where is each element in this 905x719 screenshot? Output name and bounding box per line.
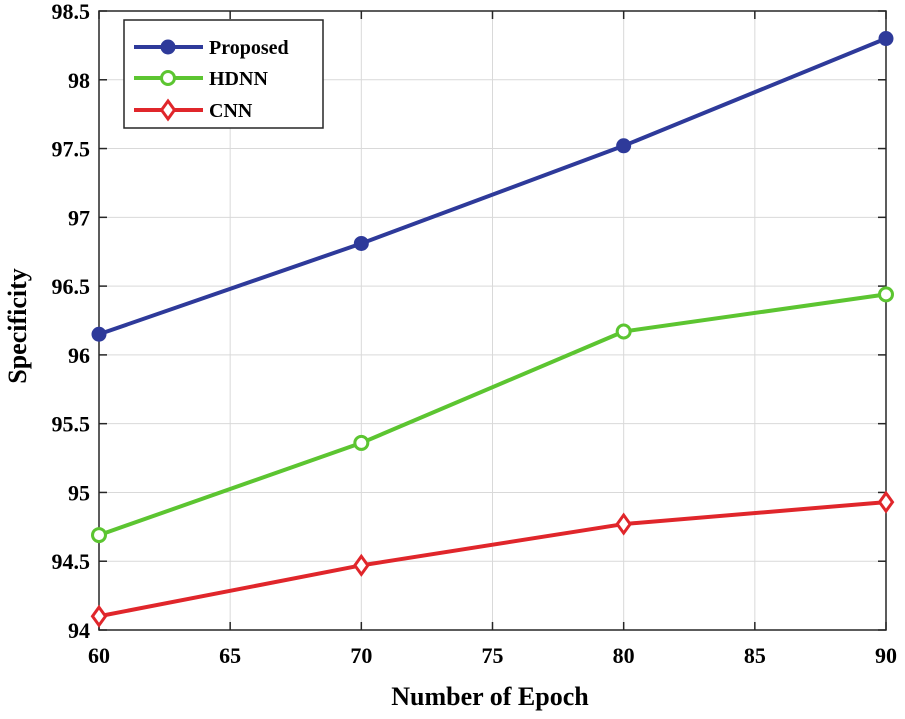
- series-layer: [90, 31, 895, 628]
- y-tick-label: 98: [68, 68, 90, 93]
- data-point-cnn: [615, 512, 633, 536]
- data-point-proposed: [353, 235, 369, 251]
- series-line-proposed: [98, 36, 887, 337]
- y-tick-label: 98.5: [52, 0, 91, 24]
- x-tick-label: 65: [219, 643, 241, 668]
- y-axis-ticks: 94 94.5 95 95.5 96 96.5 97 97.5 98 98.5: [52, 0, 886, 643]
- data-point-cnn: [877, 490, 895, 514]
- y-tick-label: 94: [68, 618, 90, 643]
- data-point-hdnn: [91, 527, 107, 544]
- x-tick-label: 90: [875, 643, 897, 668]
- data-point-hdnn: [353, 434, 370, 451]
- x-tick-label: 80: [613, 643, 635, 668]
- legend-marker-hdnn: [160, 70, 176, 86]
- series-proposed: [91, 31, 894, 342]
- x-axis-title: Number of Epoch: [391, 682, 589, 711]
- x-tick-label: 70: [350, 643, 372, 668]
- y-tick-label: 97: [68, 205, 90, 230]
- data-point-proposed: [616, 138, 632, 154]
- x-tick-label: 85: [744, 643, 766, 668]
- y-tick-label: 95.5: [52, 412, 91, 437]
- data-point-hdnn: [615, 323, 632, 340]
- x-tick-label: 75: [482, 643, 504, 668]
- series-line-cnn: [98, 500, 887, 619]
- data-point-cnn: [352, 553, 370, 577]
- legend: Proposed HDNN CNN: [123, 19, 324, 129]
- series-cnn: [90, 490, 895, 628]
- y-tick-label: 96: [68, 343, 90, 368]
- x-tick-label: 60: [88, 643, 110, 668]
- x-axis-ticks: 60 65 70 75 80 85 90: [88, 11, 897, 668]
- y-tick-label: 96.5: [52, 274, 91, 299]
- legend-label-proposed: Proposed: [209, 37, 289, 59]
- data-point-proposed: [91, 326, 107, 342]
- legend-marker-proposed: [160, 39, 176, 55]
- series-hdnn: [91, 286, 894, 544]
- data-point-proposed: [878, 31, 894, 47]
- legend-label-hdnn: HDNN: [209, 68, 268, 90]
- y-tick-label: 95: [68, 480, 90, 505]
- legend-label-cnn: CNN: [209, 100, 253, 122]
- series-line-hdnn: [98, 292, 887, 537]
- legend-box: [123, 19, 324, 129]
- y-axis-title: Specificity: [3, 268, 32, 384]
- y-tick-label: 94.5: [52, 549, 91, 574]
- data-point-cnn: [90, 604, 108, 628]
- legend-entries: Proposed HDNN CNN: [134, 37, 289, 122]
- y-tick-label: 97.5: [52, 137, 91, 162]
- data-point-hdnn: [878, 286, 894, 303]
- legend-marker-cnn: [159, 98, 177, 122]
